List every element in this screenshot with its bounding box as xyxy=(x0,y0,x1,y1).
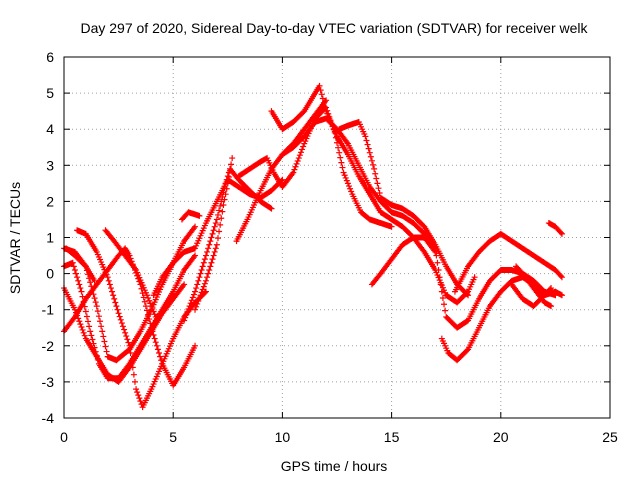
series-7 xyxy=(102,227,159,320)
y-tick-label: -2 xyxy=(42,338,55,354)
y-tick-label: 4 xyxy=(46,121,54,137)
series-6 xyxy=(74,227,209,411)
y-tick-label: 0 xyxy=(46,266,54,282)
series-marks xyxy=(368,234,439,288)
series-marks xyxy=(268,82,478,306)
chart-title: Day 297 of 2020, Sidereal Day-to-day VTE… xyxy=(80,20,588,36)
y-tick-label: -3 xyxy=(42,374,55,390)
series-9 xyxy=(181,165,275,324)
y-axis-label: SDTVAR / TECUs xyxy=(7,182,23,294)
y-tick-label: -1 xyxy=(42,302,55,318)
series-10 xyxy=(192,155,236,313)
series-marks xyxy=(181,165,275,324)
x-tick-label: 20 xyxy=(493,429,509,445)
series-marks xyxy=(63,245,98,284)
series-17 xyxy=(368,234,439,288)
x-tick-label: 10 xyxy=(275,429,291,445)
series-19 xyxy=(451,230,565,295)
series-marks xyxy=(438,274,565,364)
x-tick-label: 15 xyxy=(384,429,400,445)
series-marks xyxy=(336,118,472,299)
series-11 xyxy=(178,209,203,223)
series-13 xyxy=(235,104,395,230)
y-tick-labels: -4 -3 -2 -1 0 1 2 3 4 5 6 xyxy=(42,49,55,426)
series-marks xyxy=(192,155,236,313)
x-tick-label: 5 xyxy=(169,429,177,445)
series-marks xyxy=(235,104,395,230)
series-marks xyxy=(513,263,555,310)
series-18 xyxy=(438,274,565,364)
x-tick-label: 0 xyxy=(60,429,68,445)
series-16 xyxy=(336,118,472,299)
y-tick-label: -4 xyxy=(42,410,55,426)
series-marks xyxy=(102,227,159,320)
y-tick-label: 6 xyxy=(46,49,54,65)
series-marks xyxy=(545,220,565,237)
y-tick-label: 5 xyxy=(46,85,54,101)
y-tick-label: 1 xyxy=(46,230,54,246)
x-tick-labels: 0 5 10 15 20 25 xyxy=(60,429,618,445)
series-marks xyxy=(74,227,209,411)
series-22 xyxy=(545,220,565,237)
series-5 xyxy=(63,245,98,284)
y-tick-label: 3 xyxy=(46,157,54,173)
data-series xyxy=(61,82,565,411)
x-tick-label: 25 xyxy=(602,429,618,445)
y-tick-label: 2 xyxy=(46,193,54,209)
series-marks xyxy=(451,230,565,295)
plot-frame xyxy=(63,56,611,419)
series-marks xyxy=(178,209,203,223)
x-axis-label: GPS time / hours xyxy=(281,458,388,474)
series-14 xyxy=(268,82,478,306)
series-21 xyxy=(513,263,555,310)
